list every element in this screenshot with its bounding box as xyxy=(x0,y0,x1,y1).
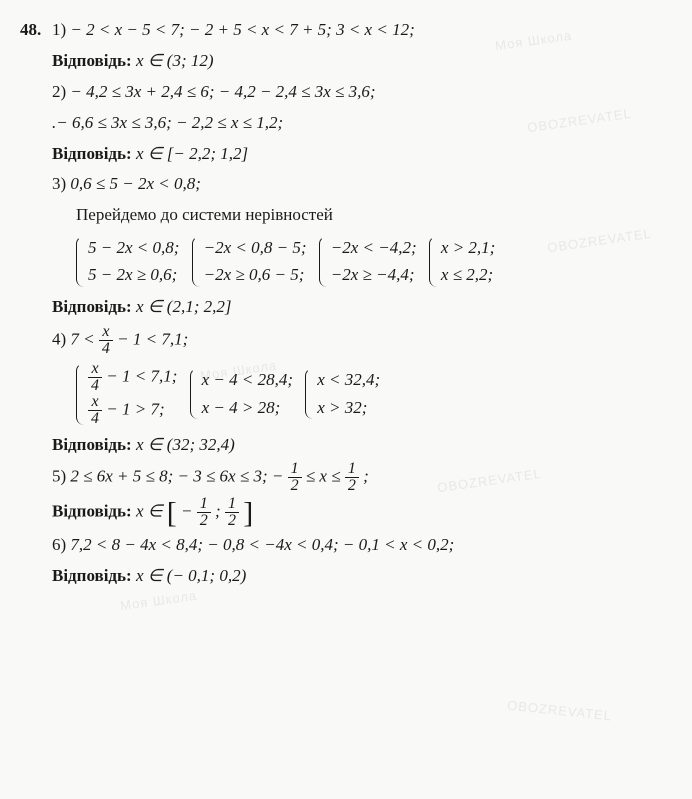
fraction-den: 2 xyxy=(225,513,239,529)
fraction-num: 1 xyxy=(225,496,239,513)
answer-label: Відповідь: xyxy=(52,566,132,585)
math-expr: − 2 < x − 5 < 7; − 2 + 5 < x < 7 + 5; 3 … xyxy=(70,20,414,39)
subproblem-4-line1: 4) 7 < x4 − 1 < 7,1; xyxy=(52,324,672,357)
system-line: 5 − 2x ≥ 0,6; xyxy=(88,261,179,288)
answer-4: Відповідь: x ∈ (32; 32,4) xyxy=(52,431,672,460)
fraction-den: 4 xyxy=(88,378,102,394)
fraction-den: 2 xyxy=(345,478,359,494)
system-line: x4 − 1 > 7; xyxy=(88,394,177,427)
answer-label: Відповідь: xyxy=(52,435,132,454)
math-expr: − 1 < 7,1; xyxy=(106,366,177,385)
problem-number: 48. xyxy=(20,16,41,45)
fraction-den: 2 xyxy=(288,478,302,494)
system-brace: x < 32,4; x > 32; xyxy=(305,366,380,420)
note-text: Перейдемо до системи нерівностей xyxy=(76,205,333,224)
math-expr: ≤ x ≤ xyxy=(306,467,345,486)
subproblem-2-line1: 2) − 4,2 ≤ 3x + 2,4 ≤ 6; − 4,2 − 2,4 ≤ 3… xyxy=(52,78,672,107)
fraction-den: 4 xyxy=(99,341,113,357)
math-expr: ; xyxy=(215,502,225,521)
system-line: x − 4 < 28,4; xyxy=(202,366,293,393)
fraction-num: 1 xyxy=(288,461,302,478)
math-expr: − 1 < 7,1; xyxy=(117,329,188,348)
system-line: −2x < −4,2; xyxy=(331,234,417,261)
subproblem-1-line: 1) − 2 < x − 5 < 7; − 2 + 5 < x < 7 + 5;… xyxy=(52,16,672,45)
system-brace: 5 − 2x < 0,8; 5 − 2x ≥ 0,6; xyxy=(76,234,179,288)
subproblem-3-note: Перейдемо до системи нерівностей xyxy=(76,201,672,230)
system-line: −2x < 0,8 − 5; xyxy=(204,234,307,261)
subproblem-number: 4) xyxy=(52,329,66,348)
math-expr: − 1 > 7; xyxy=(106,399,164,418)
math-expr: 7 < xyxy=(70,329,98,348)
bracket-open: [ xyxy=(167,497,177,530)
system-brace: x − 4 < 28,4; x − 4 > 28; xyxy=(190,366,293,420)
answer-1: Відповідь: x ∈ (3; 12) xyxy=(52,47,672,76)
subproblem-6-line: 6) 7,2 < 8 − 4x < 8,4; − 0,8 < −4x < 0,4… xyxy=(52,531,672,560)
system-line: x4 − 1 < 7,1; xyxy=(88,361,177,394)
answer-label: Відповідь: xyxy=(52,297,132,316)
subproblem-3-systems: 5 − 2x < 0,8; 5 − 2x ≥ 0,6; −2x < 0,8 − … xyxy=(76,232,672,290)
subproblem-number: 1) xyxy=(52,20,66,39)
fraction-num: 1 xyxy=(197,496,211,513)
math-expr: − 4,2 ≤ 3x + 2,4 ≤ 6; − 4,2 − 2,4 ≤ 3x ≤… xyxy=(70,82,375,101)
math-expr: − xyxy=(272,467,288,486)
fraction: x4 xyxy=(88,394,102,427)
math-expr: 7,2 < 8 − 4x < 8,4; − 0,8 < −4x < 0,4; −… xyxy=(70,535,454,554)
answer-3: Відповідь: x ∈ (2,1; 2,2] xyxy=(52,293,672,322)
answer-value: x ∈ (32; 32,4) xyxy=(136,435,235,454)
math-expr: .− 6,6 ≤ 3x ≤ 3,6; − 2,2 ≤ x ≤ 1,2; xyxy=(52,113,283,132)
math-expr: ; xyxy=(363,467,369,486)
system-brace: −2x < 0,8 − 5; −2x ≥ 0,6 − 5; xyxy=(192,234,307,288)
system-line: −2x ≥ −4,4; xyxy=(331,261,417,288)
answer-value: x ∈ (2,1; 2,2] xyxy=(136,297,232,316)
answer-label: Відповідь: xyxy=(52,144,132,163)
answer-value: x ∈ (− 0,1; 0,2) xyxy=(136,566,246,585)
subproblem-number: 3) xyxy=(52,174,66,193)
fraction: 12 xyxy=(197,496,211,529)
bracket-close: ] xyxy=(243,497,253,530)
subproblem-number: 6) xyxy=(52,535,66,554)
fraction-den: 2 xyxy=(197,513,211,529)
system-line: x < 32,4; xyxy=(317,366,380,393)
system-brace: x > 2,1; x ≤ 2,2; xyxy=(429,234,495,288)
system-line: x > 2,1; xyxy=(441,234,495,261)
system-line: x − 4 > 28; xyxy=(202,394,293,421)
subproblem-4-systems: x4 − 1 < 7,1; x4 − 1 > 7; x − 4 < 28,4; … xyxy=(76,359,672,429)
answer-label: Відповідь: xyxy=(52,51,132,70)
subproblem-number: 2) xyxy=(52,82,66,101)
system-line: 5 − 2x < 0,8; xyxy=(88,234,179,261)
answer-5: Відповідь: x ∈ [ − 12 ; 12 ] xyxy=(52,496,672,529)
watermark: OBOZREVATEL xyxy=(506,695,613,728)
answer-value: x ∈ xyxy=(136,502,167,521)
fraction: x4 xyxy=(88,361,102,394)
fraction-num: x xyxy=(88,361,102,378)
system-line: x ≤ 2,2; xyxy=(441,261,495,288)
fraction: 12 xyxy=(345,461,359,494)
system-brace: −2x < −4,2; −2x ≥ −4,4; xyxy=(319,234,417,288)
answer-value: x ∈ (3; 12) xyxy=(136,51,214,70)
fraction-den: 4 xyxy=(88,411,102,427)
math-expr: − xyxy=(181,502,197,521)
answer-2: Відповідь: x ∈ [− 2,2; 1,2] xyxy=(52,140,672,169)
fraction-num: x xyxy=(99,324,113,341)
system-line: x > 32; xyxy=(317,394,380,421)
subproblem-5-line: 5) 2 ≤ 6x + 5 ≤ 8; − 3 ≤ 6x ≤ 3; − 12 ≤ … xyxy=(52,461,672,494)
answer-value: x ∈ [− 2,2; 1,2] xyxy=(136,144,248,163)
fraction: 12 xyxy=(225,496,239,529)
math-expr: 2 ≤ 6x + 5 ≤ 8; − 3 ≤ 6x ≤ 3; xyxy=(70,467,271,486)
fraction: x4 xyxy=(99,324,113,357)
system-line: −2x ≥ 0,6 − 5; xyxy=(204,261,307,288)
system-brace: x4 − 1 < 7,1; x4 − 1 > 7; xyxy=(76,361,177,427)
answer-label: Відповідь: xyxy=(52,502,132,521)
fraction-num: x xyxy=(88,394,102,411)
answer-6: Відповідь: x ∈ (− 0,1; 0,2) xyxy=(52,562,672,591)
fraction-num: 1 xyxy=(345,461,359,478)
subproblem-2-line2: .− 6,6 ≤ 3x ≤ 3,6; − 2,2 ≤ x ≤ 1,2; xyxy=(52,109,672,138)
subproblem-3-line1: 3) 0,6 ≤ 5 − 2x < 0,8; xyxy=(52,170,672,199)
math-expr: 0,6 ≤ 5 − 2x < 0,8; xyxy=(70,174,200,193)
fraction: 12 xyxy=(288,461,302,494)
subproblem-number: 5) xyxy=(52,467,66,486)
